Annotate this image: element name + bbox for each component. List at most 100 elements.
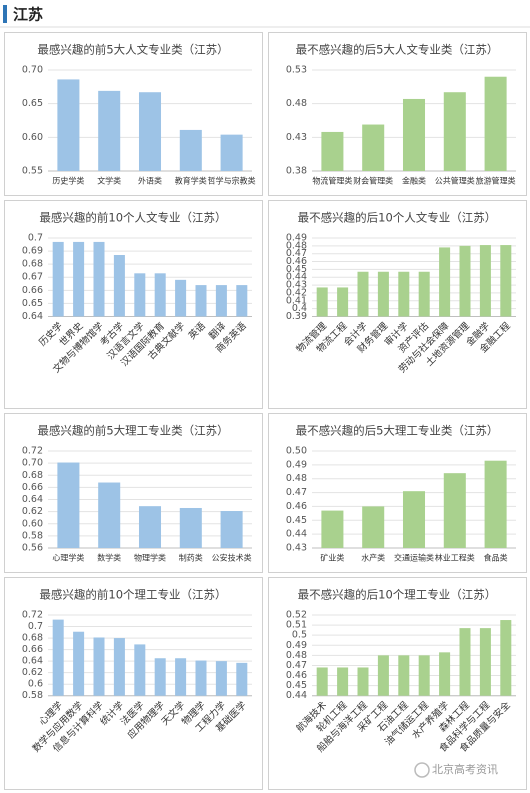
y-tick-label: 0.44: [286, 272, 307, 283]
bar: [195, 660, 207, 696]
y-tick-label: 0.67: [22, 272, 43, 283]
y-tick-label: 0.48: [286, 473, 307, 484]
x-tick-label: 外语类: [138, 176, 162, 186]
bar: [179, 129, 202, 171]
y-tick-label: 0.6: [28, 679, 43, 690]
bar: [337, 667, 349, 696]
chart-title: 最不感兴趣的后5大理工专业类（江苏）: [296, 424, 499, 438]
y-tick-label: 0.47: [286, 660, 307, 671]
y-tick-label: 0.47: [286, 248, 307, 259]
bar: [377, 271, 389, 317]
bar: [484, 460, 507, 548]
panel: [268, 32, 527, 196]
x-tick-label: 矿业类: [320, 553, 344, 563]
y-tick-label: 0.5: [292, 630, 307, 641]
y-tick-label: 0.65: [22, 98, 43, 109]
x-tick-label: 财会管理类: [353, 176, 393, 186]
y-tick-label: 0.55: [22, 166, 43, 177]
y-tick-label: 0.38: [286, 166, 307, 177]
y-tick-label: 0.60: [22, 132, 43, 143]
chart-title: 最感兴趣的前5大人文专业类（江苏）: [37, 43, 228, 57]
bar: [377, 655, 389, 696]
bar: [175, 279, 187, 317]
x-tick-label: 历史学类: [52, 176, 84, 186]
x-tick-label: 哲学与宗教类: [208, 176, 256, 186]
bar: [57, 462, 80, 548]
y-tick-label: 0.48: [286, 650, 307, 661]
chart-title: 最感兴趣的前10个理工专业（江苏）: [39, 588, 226, 602]
y-tick-label: 0.69: [22, 246, 43, 257]
bar: [316, 667, 328, 696]
y-tick-label: 0.60: [22, 518, 43, 529]
bar: [93, 241, 105, 317]
y-tick-label: 0.66: [22, 285, 43, 296]
y-tick-label: 0.49: [286, 459, 307, 470]
bar: [134, 644, 146, 696]
y-tick-label: 0.7: [28, 233, 43, 244]
bar: [362, 506, 385, 548]
y-tick-label: 0.4: [292, 303, 307, 314]
bar: [398, 655, 410, 696]
chart-title: 最感兴趣的前5大理工专业类（江苏）: [37, 424, 228, 438]
y-tick-label: 0.70: [22, 458, 43, 469]
x-tick-label: 水产类: [361, 553, 385, 563]
chart-title: 最感兴趣的前10个人文专业（江苏）: [39, 211, 226, 225]
bar: [73, 241, 85, 317]
bar: [98, 482, 121, 548]
bar: [443, 473, 466, 548]
y-tick-label: 0.46: [286, 501, 307, 512]
bar: [337, 287, 349, 317]
y-tick-label: 0.58: [22, 690, 43, 701]
bar: [138, 506, 162, 548]
y-tick-label: 0.49: [286, 233, 307, 244]
x-tick-label: 食品类: [484, 553, 508, 563]
bar: [236, 285, 248, 317]
x-tick-label: 交通运输类: [394, 553, 434, 563]
y-tick-label: 0.46: [286, 670, 307, 681]
bar: [215, 661, 227, 696]
bar: [138, 92, 162, 171]
chart-title: 最不感兴趣的后10个人文专业（江苏）: [298, 211, 497, 225]
bar: [154, 658, 166, 696]
bar: [459, 245, 471, 317]
bar: [418, 655, 430, 696]
x-tick-label: 公共管理类: [435, 176, 475, 186]
x-tick-label: 物流管理类: [312, 176, 352, 186]
bar: [484, 76, 507, 171]
panel: [4, 32, 263, 196]
y-tick-label: 0.41: [286, 295, 307, 306]
bar: [220, 134, 243, 171]
bar: [357, 667, 369, 696]
bar: [418, 271, 430, 317]
bar: [154, 273, 166, 317]
bar: [321, 131, 344, 171]
x-tick-label: 文学类: [97, 176, 121, 186]
y-tick-label: 0.66: [22, 482, 43, 493]
header-marker: [3, 5, 7, 23]
x-tick-label: 旅游管理类: [476, 176, 516, 186]
y-tick-label: 0.43: [286, 132, 307, 143]
bar: [362, 124, 385, 171]
x-tick-label: 金融类: [402, 176, 426, 186]
y-tick-label: 0.49: [286, 640, 307, 651]
bar: [479, 245, 491, 317]
bar: [215, 285, 227, 317]
bar: [321, 510, 344, 548]
x-tick-label: 公安技术类: [212, 553, 252, 563]
y-tick-label: 0.42: [286, 287, 307, 298]
bar: [195, 285, 207, 317]
x-tick-label: 物理学类: [134, 553, 166, 563]
y-tick-label: 0.47: [286, 487, 307, 498]
y-tick-label: 0.44: [286, 529, 307, 540]
y-tick-label: 0.52: [286, 610, 307, 621]
y-tick-label: 0.45: [286, 264, 307, 275]
y-tick-label: 0.44: [286, 690, 307, 701]
y-tick-label: 0.68: [22, 633, 43, 644]
bar: [316, 287, 328, 317]
y-tick-label: 0.64: [22, 494, 43, 505]
y-tick-label: 0.64: [22, 311, 43, 322]
y-tick-label: 0.70: [22, 65, 43, 76]
bar: [398, 271, 410, 317]
bar: [402, 98, 426, 171]
bar: [220, 511, 243, 548]
